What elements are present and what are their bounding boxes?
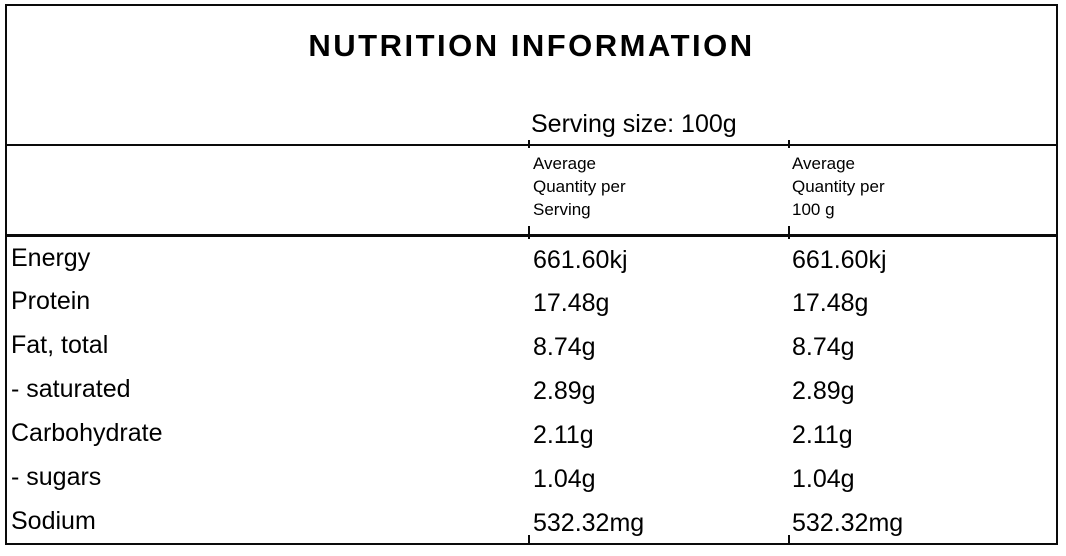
serving-row-spacer — [7, 86, 526, 146]
value-per-serving: 1.04g — [533, 465, 596, 493]
page-title: NUTRITION INFORMATION — [308, 28, 755, 63]
value-per-100g: 2.11g — [792, 421, 853, 449]
serving-size-row: Serving size: 100g — [7, 86, 1056, 146]
header-line: Quantity per — [533, 177, 626, 196]
nutrient-row-saturated: - saturated 2.89g 2.89g — [7, 368, 1056, 412]
nutrient-label: Sodium — [11, 507, 96, 535]
value-per-serving: 2.89g — [533, 377, 596, 405]
value-per-100g: 532.32mg — [792, 509, 904, 537]
value-per-serving: 17.48g — [533, 289, 610, 317]
nutrient-label: Protein — [11, 287, 91, 315]
grid-tick — [528, 140, 530, 148]
nutrient-row-fat-total: Fat, total 8.74g 8.74g — [7, 324, 1056, 368]
nutrient-label: Carbohydrate — [11, 419, 163, 447]
header-line: Average — [792, 154, 856, 173]
header-line: Serving — [533, 200, 591, 219]
title-row: NUTRITION INFORMATION — [7, 6, 1056, 86]
value-per-100g: 17.48g — [792, 289, 869, 317]
nutrient-row-protein: Protein 17.48g 17.48g — [7, 280, 1056, 324]
nutrient-row-energy: Energy 661.60kj 661.60kj — [7, 236, 1056, 280]
column-header-row: Average Quantity per Serving Average Qua… — [7, 145, 1056, 237]
nutrient-label: - saturated — [11, 375, 131, 403]
grid-tick — [528, 535, 530, 543]
nutrient-label: - sugars — [11, 463, 102, 491]
nutrient-row-sodium: Sodium 532.32mg 532.32mg — [7, 500, 1056, 544]
value-per-100g: 2.89g — [792, 377, 855, 405]
value-per-100g: 661.60kj — [792, 245, 887, 274]
value-per-serving: 532.32mg — [533, 509, 645, 537]
grid-tick — [788, 226, 790, 239]
header-row-spacer — [7, 145, 526, 237]
nutrient-row-sugars: - sugars 1.04g 1.04g — [7, 456, 1056, 500]
header-line: Quantity per — [792, 177, 885, 196]
grid-tick — [788, 140, 790, 148]
value-per-serving: 661.60kj — [533, 245, 628, 274]
grid-tick — [528, 226, 530, 239]
column-header-per-100g: Average Quantity per 100 g — [786, 145, 1056, 237]
header-line: Average — [533, 154, 597, 173]
nutrition-label-panel: NUTRITION INFORMATION Serving size: 100g… — [5, 4, 1058, 545]
nutrition-table: NUTRITION INFORMATION Serving size: 100g… — [7, 6, 1056, 544]
value-per-100g: 1.04g — [792, 465, 855, 493]
grid-tick — [788, 535, 790, 543]
value-per-serving: 8.74g — [533, 333, 596, 361]
value-per-serving: 2.11g — [533, 421, 594, 449]
nutrient-label: Fat, total — [11, 331, 109, 359]
serving-size-text: Serving size: 100g — [531, 110, 737, 138]
nutrient-label: Energy — [11, 243, 91, 272]
nutrient-row-carbohydrate: Carbohydrate 2.11g 2.11g — [7, 412, 1056, 456]
value-per-100g: 8.74g — [792, 333, 855, 361]
header-line: 100 g — [792, 200, 835, 219]
column-header-per-serving: Average Quantity per Serving — [526, 145, 786, 237]
